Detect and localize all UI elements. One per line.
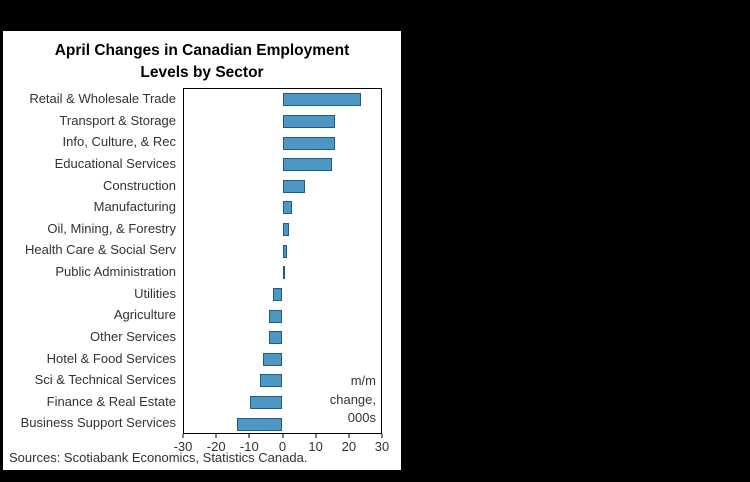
- units-annotation-line2: change,: [329, 391, 376, 407]
- tick-label: 0: [278, 439, 287, 454]
- tick-label: -30: [173, 439, 193, 454]
- plot-area: m/m change, 000s: [183, 88, 382, 434]
- source-note: Sources: Scotiabank Economics, Statistic…: [9, 450, 308, 465]
- tick-mark: [381, 434, 383, 438]
- bar: [249, 396, 283, 410]
- bar: [282, 266, 285, 280]
- category-labels: Retail & Wholesale Trade Transport & Stor…: [3, 88, 183, 434]
- tick-mark: [215, 434, 217, 438]
- tick-mark: [248, 434, 250, 438]
- bar: [272, 287, 283, 301]
- bar: [269, 331, 283, 345]
- category-label: Educational Services: [54, 155, 176, 171]
- bar: [259, 374, 283, 388]
- x-axis: -30 -20 -10 0 10 20 30: [174, 434, 389, 458]
- category-label: Transport & Storage: [59, 112, 176, 128]
- chart-title-line2: Levels by Sector: [140, 64, 264, 82]
- chart-panel: April Changes in Canadian Employment Lev…: [3, 31, 401, 470]
- chart-area: Retail & Wholesale Trade Transport & Stor…: [3, 88, 382, 434]
- units-annotation-line3: 000s: [347, 409, 376, 425]
- category-label: Public Administration: [55, 264, 176, 279]
- bar: [269, 309, 283, 323]
- category-label: Health Care & Social Serv: [24, 242, 176, 258]
- bar: [282, 158, 332, 172]
- tick-mark: [315, 434, 317, 438]
- category-label: Other Services: [90, 328, 176, 344]
- bar: [282, 223, 290, 237]
- bar: [236, 417, 283, 431]
- bar: [282, 244, 288, 258]
- category-label: Sci & Technical Services: [34, 372, 176, 388]
- tick-mark: [182, 434, 184, 438]
- bar: [282, 179, 306, 193]
- tick-label: -20: [206, 439, 226, 454]
- category-label: Oil, Mining, & Forestry: [47, 220, 176, 236]
- tick-label: -10: [239, 439, 259, 454]
- tick-label: 20: [341, 439, 357, 454]
- category-label: Retail & Wholesale Trade: [29, 91, 176, 106]
- chart-title-line1: April Changes in Canadian Employment: [54, 42, 350, 59]
- tick-mark: [348, 434, 350, 438]
- category-label: Info, Culture, & Rec: [62, 134, 176, 150]
- bar: [282, 136, 336, 150]
- bar: [282, 114, 336, 128]
- bar: [282, 201, 293, 215]
- category-label: Agriculture: [113, 307, 176, 323]
- category-label: Construction: [103, 177, 176, 193]
- bar: [262, 352, 283, 366]
- category-label: Hotel & Food Services: [46, 350, 176, 366]
- category-label: Finance & Real Estate: [46, 393, 176, 409]
- chart-title: April Changes in Canadian Employment Lev…: [3, 31, 401, 85]
- units-annotation-line1: m/m: [350, 373, 376, 389]
- tick-label: 10: [308, 439, 323, 454]
- tick-label: 30: [374, 439, 390, 454]
- category-label: Manufacturing: [93, 199, 176, 215]
- category-label: Utilities: [134, 285, 176, 301]
- category-label: Business Support Services: [20, 415, 176, 431]
- units-annotation: m/m change, 000s: [330, 372, 376, 427]
- tick-mark: [282, 434, 283, 438]
- bar: [282, 93, 362, 107]
